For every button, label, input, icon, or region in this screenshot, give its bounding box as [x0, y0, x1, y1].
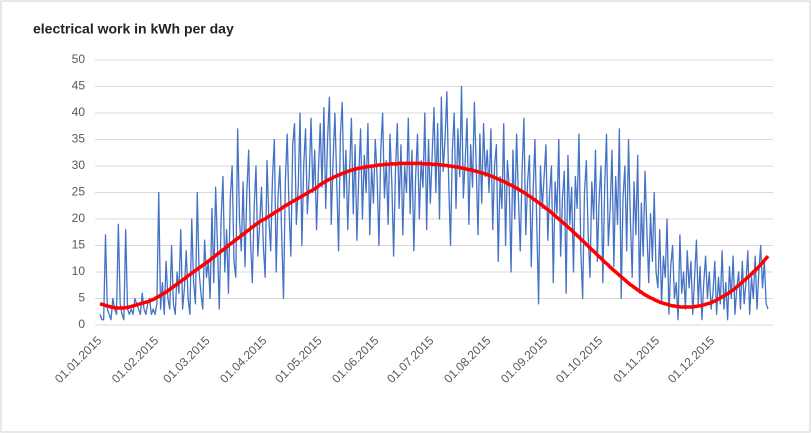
y-tick-label: 40 — [72, 105, 86, 119]
series-line — [99, 161, 770, 310]
y-tick-label: 0 — [78, 317, 85, 331]
y-tick-label: 15 — [72, 238, 86, 252]
y-tick-label: 35 — [72, 132, 86, 146]
y-tick-label: 50 — [72, 52, 86, 66]
chart-title: electrical work in kWh per day — [33, 21, 234, 37]
y-tick-label: 20 — [72, 211, 86, 225]
y-tick-label: 30 — [72, 158, 86, 172]
y-tick-label: 45 — [72, 79, 86, 93]
y-tick-label: 10 — [72, 264, 86, 278]
series-line — [99, 85, 769, 321]
y-tick-label: 5 — [78, 291, 85, 305]
y-tick-label: 25 — [72, 185, 86, 199]
